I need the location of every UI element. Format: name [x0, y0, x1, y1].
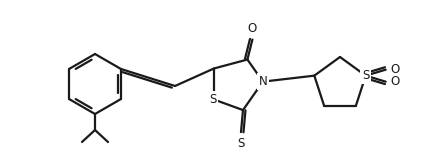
Text: N: N	[259, 75, 267, 88]
Text: S: S	[209, 93, 216, 106]
Text: S: S	[237, 137, 245, 150]
Text: S: S	[362, 69, 369, 82]
Text: O: O	[391, 63, 400, 76]
Text: O: O	[248, 22, 257, 35]
Text: O: O	[391, 75, 400, 88]
